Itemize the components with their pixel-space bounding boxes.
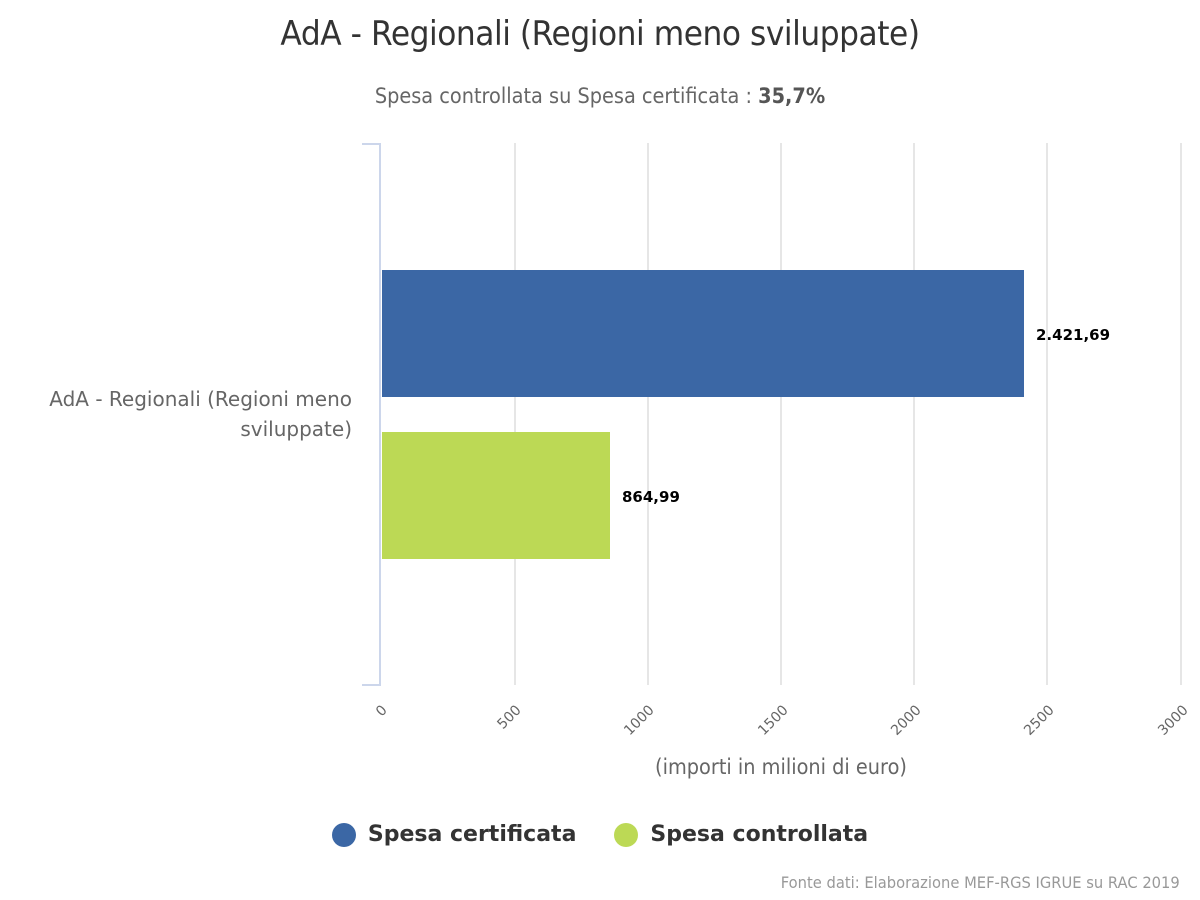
- x-tick-2000: 2000: [888, 702, 925, 739]
- gridline-1000: [647, 143, 649, 685]
- x-tick-0: 0: [373, 702, 391, 720]
- gridline-2500: [1046, 143, 1048, 685]
- bar-spesa-certificata[interactable]: [382, 270, 1024, 397]
- legend-circle-icon: [331, 822, 356, 847]
- data-label-spesa-controllata: 864,99: [622, 488, 680, 506]
- legend-label: Spesa controllata: [650, 822, 869, 847]
- x-tick-1500: 1500: [755, 702, 792, 739]
- y-axis-tick-bottom: [362, 684, 380, 686]
- legend-item-spesa-certificata[interactable]: Spesa certificata: [331, 822, 577, 847]
- gridline-1500: [780, 143, 782, 685]
- chart-subtitle: Spesa controllata su Spesa certificata :…: [48, 84, 1152, 108]
- x-tick-3000: 3000: [1155, 702, 1192, 739]
- legend-circle-icon: [614, 822, 639, 847]
- legend-label: Spesa certificata: [367, 822, 577, 847]
- legend: Spesa certificata Spesa controllata: [0, 822, 1200, 847]
- x-tick-1000: 1000: [621, 702, 658, 739]
- category-label-line2: sviluppate): [240, 417, 352, 441]
- credits-source: Fonte dati: Elaborazione MEF-RGS IGRUE s…: [780, 873, 1180, 892]
- category-label: AdA - Regionali (Regioni meno sviluppate…: [0, 384, 352, 444]
- gridline-500: [514, 143, 516, 685]
- chart-title: AdA - Regionali (Regioni meno sviluppate…: [280, 14, 920, 54]
- gridline-2000: [913, 143, 915, 685]
- x-axis-title: (importi in milioni di euro): [655, 755, 907, 779]
- category-label-line1: AdA - Regionali (Regioni meno: [49, 387, 352, 411]
- x-tick-500: 500: [494, 702, 525, 733]
- y-axis-tick-top: [362, 143, 380, 145]
- legend-item-spesa-controllata[interactable]: Spesa controllata: [614, 822, 868, 847]
- x-tick-2500: 2500: [1021, 702, 1058, 739]
- plot-area: [381, 143, 1182, 685]
- data-label-spesa-certificata: 2.421,69: [1036, 326, 1111, 344]
- gridline-3000: [1180, 143, 1182, 685]
- subtitle-text: Spesa controllata su Spesa certificata :: [374, 84, 759, 108]
- bar-spesa-controllata[interactable]: [382, 432, 610, 559]
- y-axis-line: [379, 143, 381, 686]
- subtitle-percentage: 35,7%: [758, 84, 826, 108]
